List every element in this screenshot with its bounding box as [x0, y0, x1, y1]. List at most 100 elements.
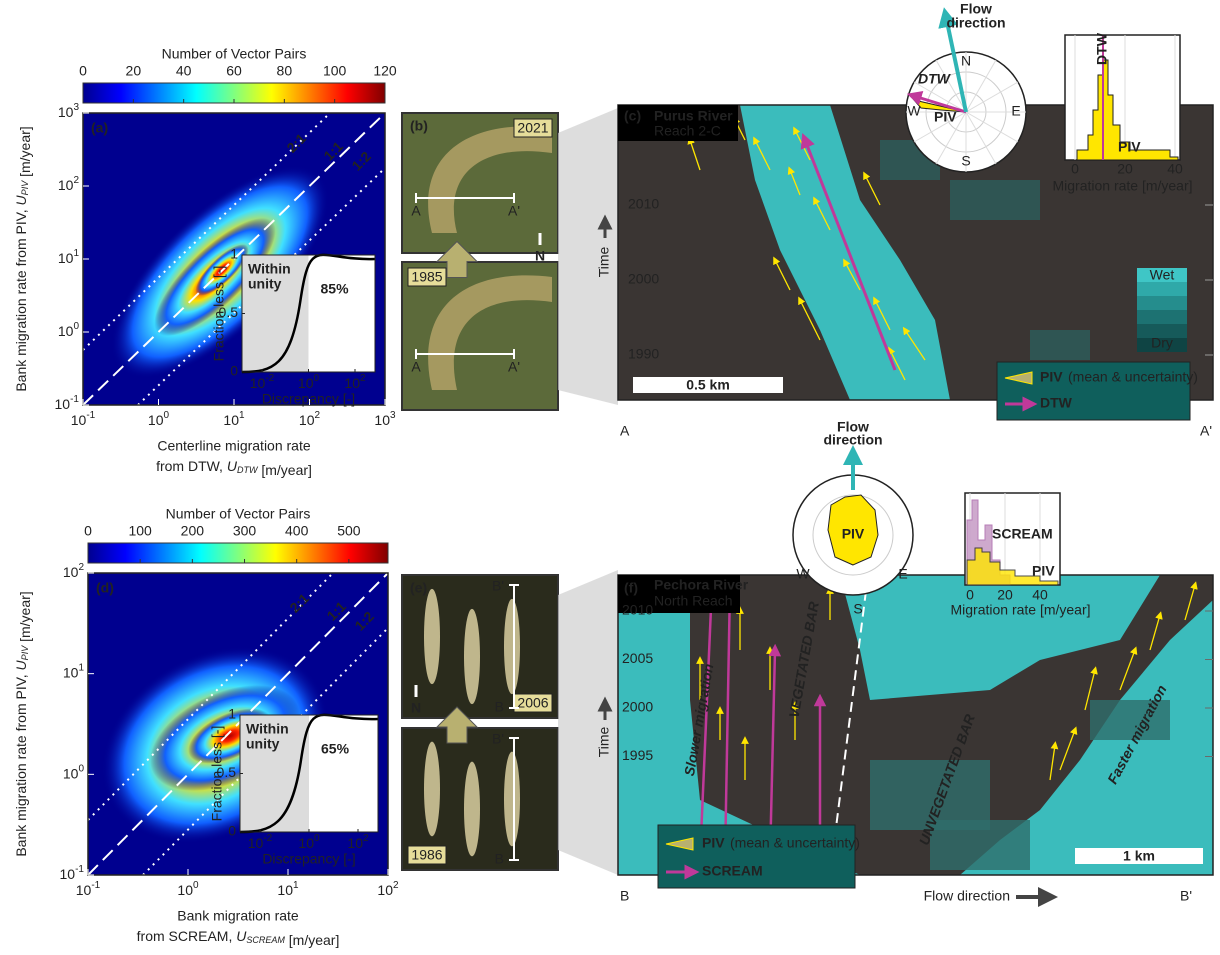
transect-label: A	[411, 203, 421, 219]
legend-label: SCREAM	[702, 863, 763, 879]
label-part: [m/year]	[17, 591, 33, 645]
flow-label: Flow direction	[924, 888, 1010, 904]
colorbar-tick-label: 0	[84, 523, 92, 539]
tick-exponent: 1	[78, 662, 84, 673]
tick-base: 10	[148, 412, 164, 428]
north-label: N	[535, 248, 545, 264]
inset-x-label: Discrepancy [-]	[262, 391, 355, 407]
tick-exponent: 0	[73, 321, 79, 332]
colorbar-tick-label: 400	[285, 523, 309, 539]
tick-base: 10	[248, 835, 264, 851]
north-label: N	[411, 700, 421, 716]
label-part: from SCREAM,	[137, 928, 237, 944]
tick-base: 10	[63, 765, 79, 781]
inset-annotation: unity	[248, 276, 282, 292]
tick-exponent: 1	[293, 880, 299, 891]
colorbar-tick-label: 300	[233, 523, 257, 539]
y-tick-label: 102	[63, 562, 85, 580]
y-axis-label: Bank migration rate from PIV, UPIV [m/ye…	[13, 591, 33, 856]
tick-exponent: 2	[73, 175, 79, 186]
tick-exponent: -1	[70, 394, 79, 405]
figure: Number of Vector Pairs0204060801001202:1…	[0, 0, 1220, 955]
polar-piv-label: PIV	[934, 109, 957, 125]
colorbar-tick-label: 60	[226, 63, 242, 79]
polar-direction: E	[898, 566, 907, 582]
inset-annotation: Within	[246, 721, 289, 737]
tick-base: 10	[277, 882, 293, 898]
colorbar-title: Number of Vector Pairs	[162, 46, 307, 62]
y-axis-label: Bank migration rate from PIV, UPIV [m/ye…	[13, 126, 33, 391]
panel-label: (e)	[410, 580, 427, 596]
label-part: Bank migration rate from PIV,	[13, 205, 29, 391]
year-label: 2006	[517, 695, 548, 711]
tick-base: 10	[63, 564, 79, 580]
hist-tick-label: 40	[1032, 587, 1048, 603]
x-axis-label: from DTW, UDTW [m/year]	[156, 458, 312, 478]
tick-base: 10	[223, 412, 239, 428]
tick-exponent: 2	[315, 410, 321, 421]
x-tick-label: 100	[148, 410, 170, 428]
polar-direction: W	[796, 566, 810, 582]
tick-exponent: -1	[91, 880, 100, 891]
y-tick-label: 1990	[628, 346, 659, 362]
inset-y-tick-label: 1	[230, 246, 238, 262]
colorbar-tick-label: 500	[337, 523, 361, 539]
sand-bar	[504, 599, 520, 694]
colorbar-tick-label: 200	[181, 523, 205, 539]
tick-base: 10	[347, 835, 363, 851]
hist-tick-label: 0	[1071, 161, 1079, 177]
y-tick-label: 10-1	[55, 394, 80, 412]
colorbar-tick-label: 100	[128, 523, 152, 539]
tick-base: 10	[344, 375, 360, 391]
tick-exponent: 1	[239, 410, 245, 421]
polar-dtw-label: DTW	[918, 71, 952, 87]
hist-piv-label: PIV	[1118, 139, 1141, 155]
y-tick-label: 2005	[622, 650, 653, 666]
legend-label: PIV	[1040, 369, 1063, 385]
polar-direction: E	[1011, 103, 1020, 119]
flow-label: direction	[823, 432, 882, 448]
tick-base: 10	[58, 323, 74, 339]
tick-exponent: 1	[73, 248, 79, 259]
transect-label: A'	[508, 203, 520, 219]
tick-base: 10	[58, 104, 74, 120]
reach-name: North Reach	[654, 593, 733, 609]
x-tick-label: 101	[277, 880, 299, 898]
colorbar-tick-label: 120	[373, 63, 397, 79]
colorscale-label: Wet	[1150, 267, 1175, 283]
tick-exponent: -2	[263, 833, 272, 844]
tick-exponent: 3	[73, 102, 79, 113]
tick-exponent: 0	[164, 410, 170, 421]
sand-bar	[464, 762, 480, 857]
tick-exponent: -2	[265, 373, 274, 384]
colorbar-tick-label: 40	[176, 63, 192, 79]
transect-label: A	[620, 423, 630, 439]
reach-name: Reach 2-C	[654, 123, 721, 139]
inset-annotation: unity	[246, 736, 280, 752]
panel-label: (d)	[96, 580, 114, 596]
panel-label: (c)	[624, 108, 641, 124]
hist-tick-label: 40	[1167, 161, 1183, 177]
y-tick-label: 102	[58, 175, 80, 193]
y-axis-label: Time	[596, 246, 612, 277]
transect-label: B	[495, 851, 504, 867]
hist-piv-label: PIV	[1032, 563, 1055, 579]
tick-base: 10	[71, 412, 87, 428]
x-tick-label: 102	[299, 410, 321, 428]
tick-base: 10	[374, 412, 390, 428]
label-part: Bank migration rate from PIV,	[13, 670, 29, 856]
inset-y-label: Fraction less [-]	[211, 266, 227, 362]
y-tick-label: 100	[63, 763, 85, 781]
tick-base: 10	[377, 882, 393, 898]
tick-base: 10	[298, 375, 314, 391]
river-name: Pechora River	[654, 577, 749, 593]
tick-exponent: 0	[314, 833, 320, 844]
label-part: [m/year]	[257, 462, 311, 478]
inset-percent: 85%	[321, 281, 350, 297]
panel-label: (a)	[91, 120, 108, 136]
y-tick-label: 103	[58, 102, 80, 120]
x-axis-label: from SCREAM, USCREAM [m/year]	[137, 928, 340, 948]
y-tick-label: 1995	[622, 747, 653, 763]
label-part: DTW	[237, 465, 259, 475]
colorbar-tick-label: 100	[323, 63, 347, 79]
